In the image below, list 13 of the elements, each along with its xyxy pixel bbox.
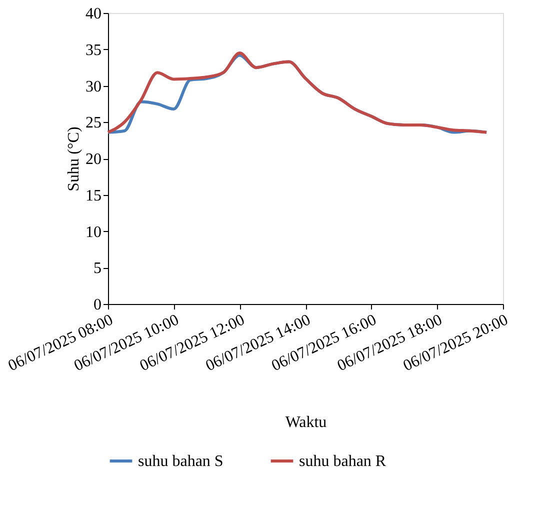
y-tick-label: 5 <box>94 260 102 278</box>
y-tick-label: 10 <box>86 224 102 241</box>
y-tick-label: 35 <box>86 42 102 59</box>
legend-label: suhu bahan R <box>299 453 386 470</box>
y-tick-label: 25 <box>86 114 102 132</box>
y-tick-label: 30 <box>86 78 102 96</box>
y-tick-label: 40 <box>86 6 102 22</box>
y-axis-title: Suhu (°C) <box>66 126 82 192</box>
y-tick-label: 15 <box>86 187 102 204</box>
x-axis-title: Waktu <box>285 414 327 431</box>
y-tick-label: 20 <box>86 151 102 168</box>
legend-label: suhu bahan S <box>138 453 224 470</box>
y-tick-label: 0 <box>94 296 102 314</box>
